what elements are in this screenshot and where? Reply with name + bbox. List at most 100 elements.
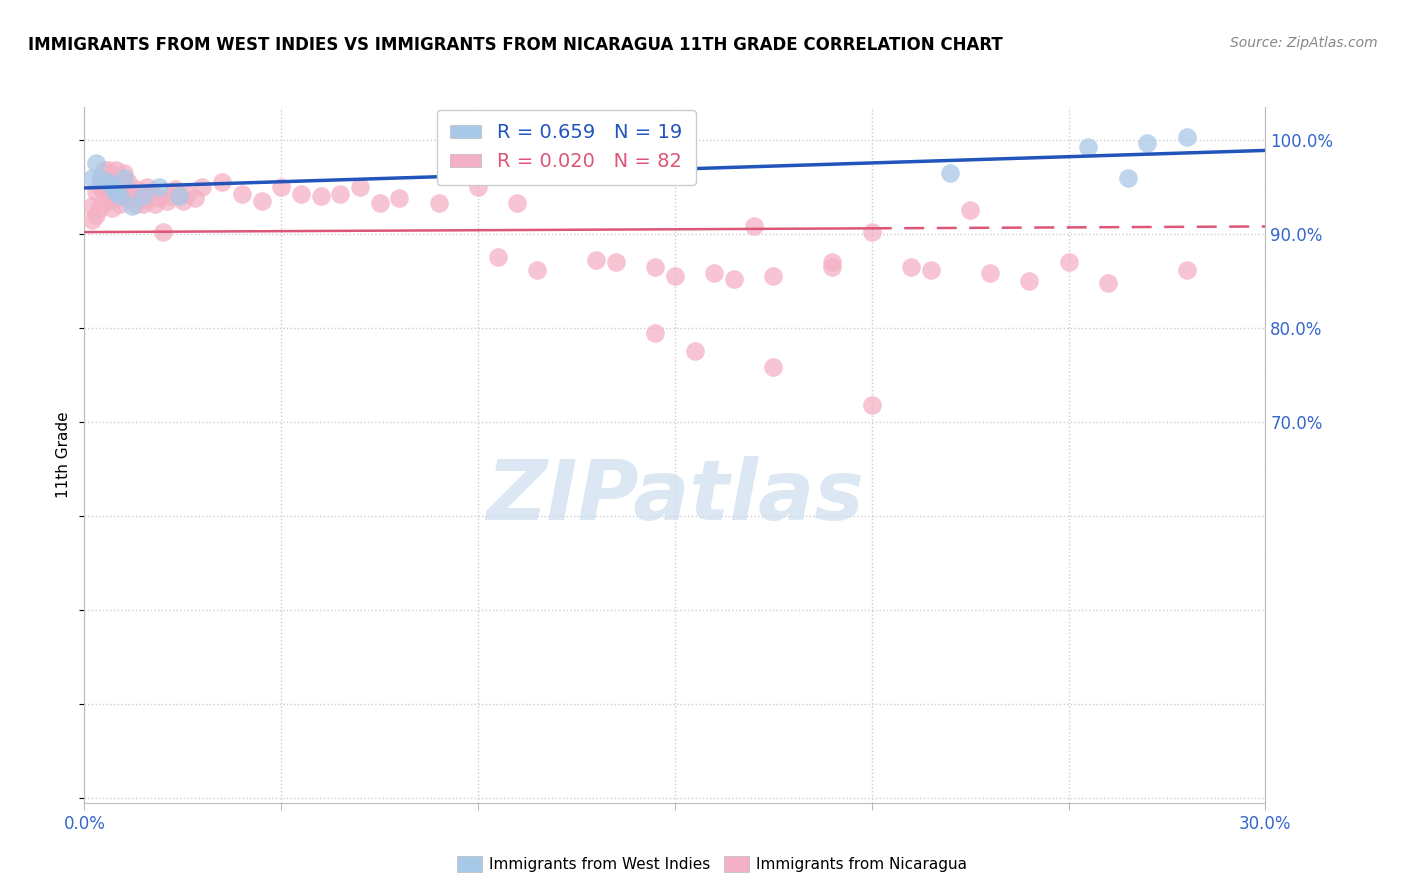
Point (89, 180, 111, 194)
Point (141, 185, 163, 199)
Point (108, 197, 131, 211)
Point (191, 180, 214, 194)
Point (821, 255, 844, 269)
Point (93, 172, 115, 186)
Point (762, 269, 785, 284)
Point (526, 262, 548, 277)
Point (82, 199, 104, 213)
Point (132, 197, 155, 211)
Point (1018, 274, 1040, 288)
Point (939, 166, 962, 180)
Point (101, 180, 124, 194)
Point (93, 185, 115, 199)
Point (167, 187, 190, 202)
Point (349, 180, 371, 194)
Point (762, 360, 785, 375)
Point (89, 201, 111, 215)
Point (93, 163, 115, 178)
Point (644, 260, 666, 274)
Point (683, 344, 706, 359)
Point (309, 189, 332, 203)
Point (108, 189, 131, 203)
Point (1077, 139, 1099, 153)
Point (121, 199, 143, 213)
Point (143, 197, 166, 211)
Point (97, 194, 120, 208)
Point (132, 189, 155, 203)
Point (860, 398, 883, 412)
Y-axis label: 11th Grade: 11th Grade (56, 411, 72, 499)
Point (108, 186, 131, 200)
Point (132, 185, 155, 199)
Text: ZIPatlas: ZIPatlas (486, 456, 863, 537)
Point (82, 212, 104, 227)
Point (136, 193, 159, 207)
Point (101, 185, 124, 199)
Point (163, 182, 186, 196)
Point (176, 187, 198, 202)
Point (84, 208, 107, 222)
Point (124, 197, 146, 211)
Point (152, 225, 174, 239)
Legend: R = 0.659   N = 19, R = 0.020   N = 82: R = 0.659 N = 19, R = 0.020 N = 82 (437, 110, 696, 185)
Point (112, 166, 135, 180)
Point (148, 191, 170, 205)
Point (644, 326, 666, 340)
Point (664, 169, 686, 183)
Point (104, 163, 127, 178)
Text: Source: ZipAtlas.com: Source: ZipAtlas.com (1230, 36, 1378, 50)
Point (104, 185, 127, 199)
Point (117, 175, 139, 189)
Point (1175, 262, 1198, 277)
Point (231, 186, 253, 201)
Point (1057, 255, 1080, 269)
Point (136, 180, 159, 194)
Point (1175, 130, 1198, 145)
Point (148, 180, 170, 194)
Point (97, 178, 120, 192)
Point (979, 267, 1001, 281)
Point (585, 253, 607, 268)
Point (270, 180, 292, 194)
Point (97, 175, 120, 189)
Point (1097, 276, 1119, 290)
Point (329, 186, 352, 201)
Point (821, 260, 844, 274)
Point (703, 267, 725, 281)
Point (506, 196, 529, 211)
Point (128, 191, 150, 205)
Point (104, 191, 127, 205)
Point (723, 272, 745, 286)
Point (1136, 136, 1159, 150)
Point (117, 191, 139, 205)
Point (160, 189, 183, 203)
Point (112, 170, 135, 185)
Point (104, 178, 127, 192)
Point (101, 201, 124, 215)
Text: Immigrants from Nicaragua: Immigrants from Nicaragua (756, 857, 967, 871)
Point (546, 163, 568, 178)
Point (1116, 170, 1139, 185)
Point (959, 203, 981, 218)
Point (84, 185, 107, 199)
Point (167, 189, 190, 203)
Point (183, 191, 205, 205)
Point (121, 187, 143, 202)
Point (112, 180, 135, 194)
Point (860, 225, 883, 239)
Point (546, 156, 568, 170)
Point (156, 194, 179, 208)
Point (172, 194, 194, 208)
Point (368, 196, 391, 211)
Point (388, 191, 411, 205)
Point (427, 196, 450, 211)
Point (486, 251, 509, 265)
Point (467, 180, 489, 194)
Text: Immigrants from West Indies: Immigrants from West Indies (489, 857, 710, 871)
Point (89, 170, 111, 185)
Point (250, 194, 273, 208)
Point (900, 260, 922, 274)
Point (84, 156, 107, 170)
Point (211, 175, 233, 189)
Point (920, 262, 942, 277)
